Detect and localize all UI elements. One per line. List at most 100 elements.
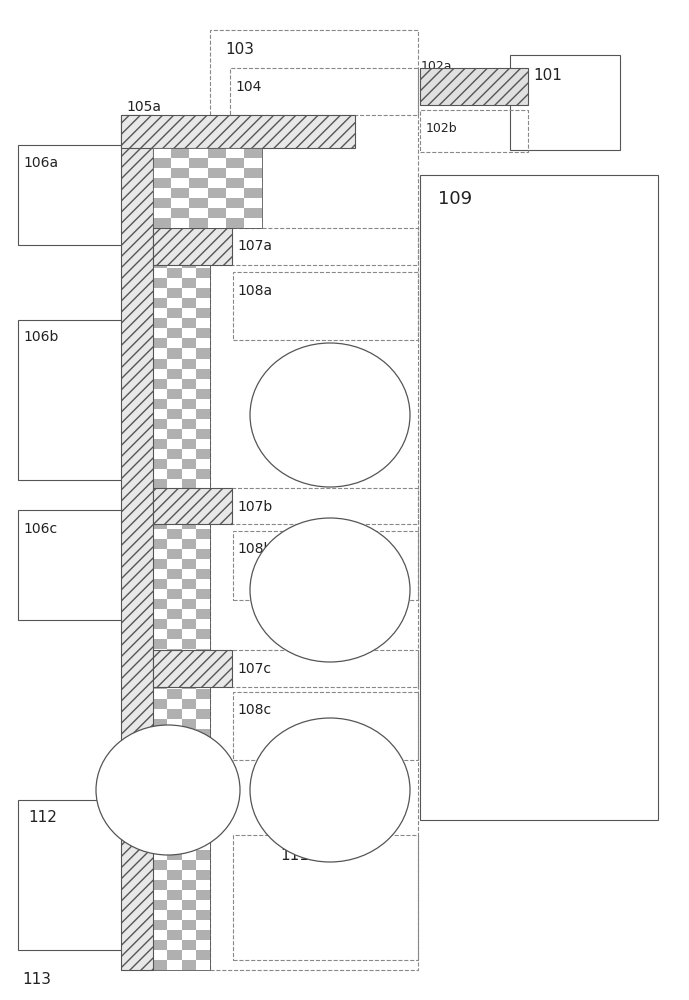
Ellipse shape [96,725,240,855]
Bar [153,469,167,479]
Bar [167,850,181,860]
Bar [226,198,244,208]
Bar [171,168,189,178]
Bar [167,419,181,429]
Bar [196,900,210,910]
Bar [196,619,210,629]
Bar [153,148,210,970]
Bar [153,148,167,158]
Text: 108b: 108b [237,542,272,556]
Bar [153,579,167,589]
Bar [196,519,210,529]
Bar [153,629,167,639]
Bar [181,178,196,188]
Bar [167,509,181,519]
Bar [196,910,210,920]
Bar [153,369,167,379]
Bar [181,770,196,780]
Bar [181,830,196,840]
Bar [153,499,167,509]
Bar [196,920,210,930]
Bar [181,148,196,158]
Bar [181,238,196,248]
Bar [181,820,196,830]
Text: 110d: 110d [302,798,340,813]
Bar [167,860,181,870]
Bar [153,739,167,749]
Bar [167,880,181,890]
Bar [167,238,181,248]
Bar [196,870,210,880]
Bar [153,389,167,399]
Bar [196,499,210,509]
Bar [167,359,181,369]
Bar [153,910,167,920]
Bar [181,699,196,709]
Bar [181,629,196,639]
Bar [181,449,196,459]
Bar [167,719,181,729]
Bar [196,148,210,158]
Bar [244,168,262,178]
Bar [420,175,658,820]
Bar [181,729,196,739]
Bar [196,168,210,178]
Bar [196,379,210,389]
Bar [181,469,196,479]
Bar [233,835,418,960]
Bar [167,479,181,489]
Bar [167,439,181,449]
Bar [181,780,196,790]
Bar [167,148,181,158]
Bar [196,288,210,298]
Bar [153,650,232,687]
Bar [181,168,196,178]
Bar [207,178,226,188]
Bar [181,649,196,659]
Bar [167,840,181,850]
Bar [153,950,167,960]
Bar [210,30,418,970]
Bar [167,830,181,840]
Bar [181,940,196,950]
Text: 106b: 106b [23,330,59,344]
Bar [153,679,167,689]
Bar [181,810,196,820]
Bar [167,389,181,399]
Bar [181,188,196,198]
Bar [153,308,167,318]
Bar [153,379,167,389]
Bar [167,790,181,800]
Bar [189,198,207,208]
Bar [167,699,181,709]
Bar [181,409,196,419]
Bar [196,780,210,790]
Bar [153,168,171,178]
Bar [153,759,167,770]
Bar [167,940,181,950]
Bar [153,439,167,449]
Bar [153,770,167,780]
Bar [196,268,210,278]
Bar [196,359,210,369]
Bar [196,679,210,689]
Text: 106a: 106a [23,156,58,170]
Ellipse shape [250,718,410,862]
Bar [181,679,196,689]
Bar [196,549,210,559]
Bar [153,198,171,208]
Bar [181,900,196,910]
Bar [196,509,210,519]
Bar [167,890,181,900]
Bar [153,459,167,469]
Bar [196,790,210,800]
Bar [153,168,167,178]
Bar [196,960,210,970]
Bar [181,158,196,168]
Bar [167,569,181,579]
Bar [196,328,210,338]
Bar [420,68,528,105]
Bar [153,920,167,930]
Bar [196,409,210,419]
Bar [181,389,196,399]
